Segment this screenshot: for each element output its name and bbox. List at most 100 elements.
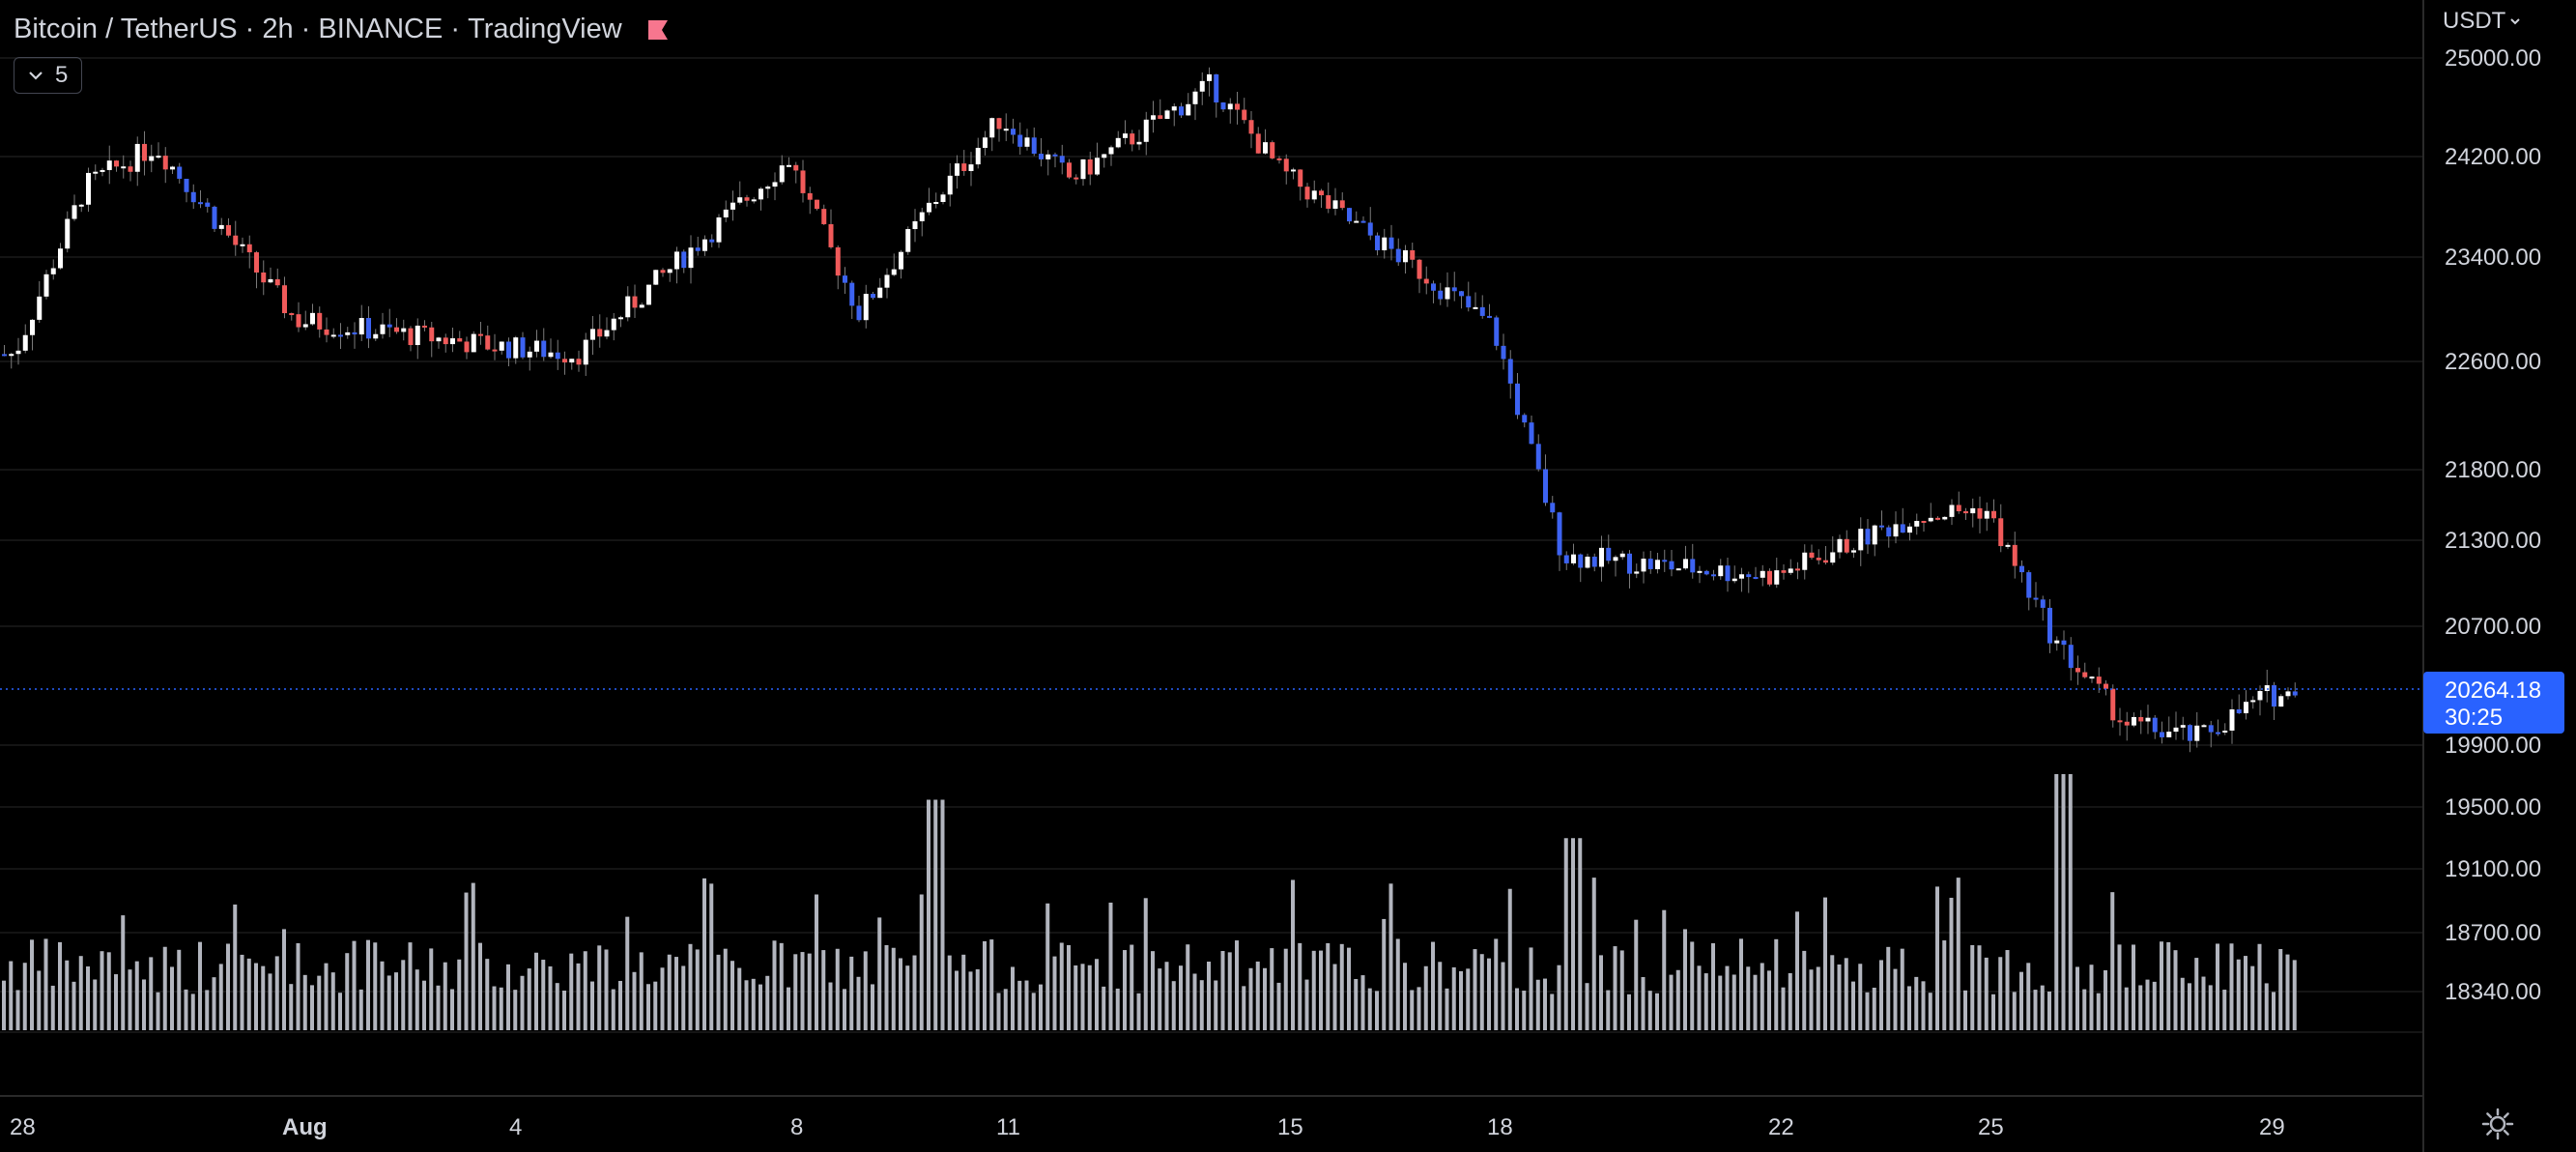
price-label: 19900.00 <box>2445 733 2541 759</box>
candle-body <box>856 305 862 321</box>
candle-body <box>800 170 806 193</box>
candle-body <box>1045 154 1051 159</box>
volume-bar <box>1641 977 1646 1030</box>
volume-bar <box>408 942 413 1030</box>
candle-body <box>1535 444 1541 470</box>
candle-body <box>15 350 21 355</box>
candle-body <box>1487 315 1492 318</box>
volume-bar <box>429 948 434 1030</box>
volume-bar <box>961 954 966 1030</box>
candle-body <box>1242 109 1247 121</box>
candle-body <box>1395 248 1401 263</box>
volume-bar <box>702 878 706 1030</box>
price-label: 20700.00 <box>2445 614 2541 640</box>
candle-body <box>1998 518 2004 547</box>
symbol-header[interactable]: Bitcoin / TetherUS · 2h · BINANCE · Trad… <box>14 14 669 45</box>
candle-body <box>1158 115 1163 119</box>
volume-bar <box>863 951 868 1030</box>
time-label: 22 <box>1768 1114 1794 1140</box>
volume-bar <box>1984 957 1989 1030</box>
candle-body <box>1332 200 1338 209</box>
volume-bar <box>1067 944 1071 1030</box>
time-label: 29 <box>2259 1114 2285 1140</box>
candle-body <box>1291 169 1296 172</box>
candle-body <box>1774 570 1780 585</box>
candle-body <box>1011 129 1016 135</box>
volume-bar <box>1774 938 1779 1030</box>
time-label: 15 <box>1277 1114 1303 1140</box>
volume-bar <box>1179 965 1183 1030</box>
time-axis[interactable]: 28 Aug 4 8 11 15 18 22 25 29 <box>10 1114 2285 1140</box>
volume-bar <box>1459 970 1463 1030</box>
volume-bar <box>2089 965 2094 1030</box>
volume-bar <box>800 952 805 1030</box>
volume-bar <box>1949 897 1954 1030</box>
candle-body <box>646 284 651 305</box>
volume-bar <box>1326 942 1331 1030</box>
indicators-toggle-button[interactable]: 5 <box>14 57 83 94</box>
time-label: 11 <box>996 1114 1020 1140</box>
candle-body <box>1367 222 1373 236</box>
candle-body <box>1326 195 1331 209</box>
volume-bar <box>184 989 188 1030</box>
candle-body <box>1283 158 1289 172</box>
volume-bar <box>772 940 777 1030</box>
volume-bar <box>1935 886 1939 1030</box>
volume-bar <box>1248 967 1253 1030</box>
candle-body <box>933 201 939 204</box>
candle-body <box>78 204 84 207</box>
volume-bar <box>1360 975 1365 1030</box>
candle-body <box>1339 200 1345 209</box>
price-label: 19100.00 <box>2445 856 2541 882</box>
flag-icon[interactable] <box>647 19 669 41</box>
volume-bar <box>646 984 650 1030</box>
volume-bar <box>899 958 902 1030</box>
volume-bar <box>1753 974 1758 1030</box>
volume-bar <box>1627 994 1631 1030</box>
volume-bar <box>955 970 959 1030</box>
volume-bar <box>2019 971 2023 1030</box>
interval-label[interactable]: 2h <box>262 14 294 44</box>
volume-bar <box>1711 943 1715 1030</box>
candle-body <box>1186 103 1191 116</box>
candle-body <box>2026 572 2032 598</box>
price-scale[interactable]: 25000.00 24200.00 23400.00 22600.00 2180… <box>2445 45 2541 1005</box>
candle-body <box>1550 503 1556 513</box>
candle-body <box>815 199 819 210</box>
volume-bar <box>947 955 952 1030</box>
price-label: 19500.00 <box>2445 794 2541 821</box>
volume-bar <box>1024 980 1029 1030</box>
candle-body <box>983 137 987 148</box>
candle-body <box>660 270 666 274</box>
settings-icon[interactable] <box>2480 1107 2515 1141</box>
volume-bar <box>1865 992 1870 1030</box>
volume-bar <box>1263 967 1267 1030</box>
volume-bar <box>170 966 174 1030</box>
volume-bar <box>1130 944 1134 1030</box>
volume-bar <box>1017 980 1022 1030</box>
volume-bar <box>1823 897 1827 1030</box>
volume-bar <box>1599 955 1603 1030</box>
volume-bar <box>688 943 693 1030</box>
volume-bar <box>43 938 48 1030</box>
volume-bar <box>1690 941 1695 1030</box>
volume-bar <box>366 939 370 1030</box>
candle-body <box>1473 306 1478 309</box>
candle-body <box>1319 190 1324 196</box>
candle-body <box>2 354 7 357</box>
candle-body <box>1192 91 1198 104</box>
price-label: 22600.00 <box>2445 349 2541 375</box>
volume-bar <box>142 979 146 1030</box>
symbol-name[interactable]: Bitcoin / TetherUS <box>14 14 238 44</box>
candle-body <box>492 349 498 352</box>
volume-bar <box>660 967 665 1030</box>
candle-body <box>366 318 371 339</box>
candle-body <box>927 202 931 213</box>
candle-body <box>1466 296 1472 308</box>
currency-selector[interactable]: USDT <box>2443 8 2521 35</box>
volume-bar <box>849 956 854 1030</box>
volume-bar <box>1795 911 1799 1030</box>
volume-bar <box>100 951 104 1030</box>
candle-body <box>394 327 399 332</box>
